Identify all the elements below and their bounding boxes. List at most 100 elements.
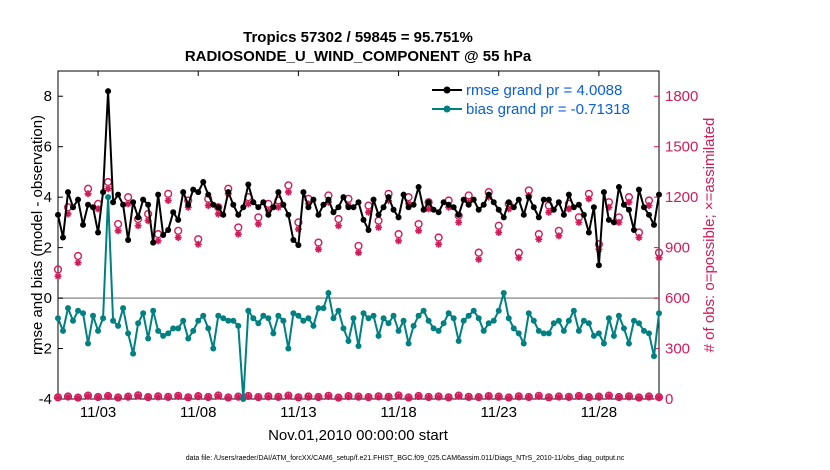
rmse-point: [115, 191, 122, 198]
bias-point: [656, 310, 662, 317]
rmse-point: [585, 229, 592, 236]
obs-assimilated-point: [545, 394, 553, 402]
obs-assimilated-point: [284, 392, 292, 400]
obs-assimilated-point: [294, 394, 302, 402]
x-tick-label: 11/03: [80, 404, 116, 421]
bias-point: [240, 396, 247, 402]
obs-assimilated-point: [365, 208, 373, 216]
rmse-point: [175, 216, 182, 223]
rmse-point: [140, 196, 147, 203]
bias-point: [430, 325, 437, 332]
bias-point: [225, 317, 232, 324]
bias-point: [170, 325, 177, 332]
rmse-point: [155, 191, 162, 198]
y-tick-label-right: 0: [665, 391, 673, 408]
rmse-point: [460, 196, 467, 203]
obs-assimilated-point: [244, 200, 252, 208]
bias-point: [525, 310, 532, 317]
obs-assimilated-point: [214, 392, 222, 400]
rmse-point: [60, 234, 67, 241]
bias-point: [550, 320, 557, 327]
bias-point: [415, 312, 422, 319]
rmse-point: [605, 216, 612, 223]
bias-point: [220, 315, 227, 322]
rmse-point: [450, 204, 457, 211]
rmse-point: [160, 232, 167, 238]
bias-point: [485, 320, 492, 327]
bias-point: [55, 315, 61, 322]
bias-point: [265, 315, 272, 322]
rmse-point: [480, 201, 487, 208]
bias-point: [605, 315, 612, 322]
obs-assimilated-point: [74, 394, 82, 402]
obs-assimilated-point: [395, 392, 403, 400]
obs-assimilated-point: [405, 394, 413, 402]
bias-point: [585, 320, 592, 327]
bias-point: [245, 307, 252, 314]
rmse-point: [65, 189, 72, 196]
rmse-point: [360, 216, 367, 223]
rmse-point: [410, 201, 417, 208]
bias-point: [135, 320, 142, 327]
obs-assimilated-point: [154, 393, 162, 401]
rmse-point: [95, 229, 102, 236]
footnote: data file: /Users/raeder/DAI/ATM_forcXX/…: [186, 455, 625, 462]
obs-assimilated-point: [595, 245, 603, 253]
rmse-point: [335, 204, 342, 211]
obs-assimilated-point: [264, 393, 272, 401]
bias-point: [340, 325, 347, 332]
bias-point: [75, 307, 82, 314]
obs-assimilated-point: [495, 393, 503, 401]
legend-bias-label: bias grand pr = -0.71318: [466, 101, 630, 118]
bias-point: [610, 332, 617, 339]
rmse-point: [415, 184, 422, 191]
bias-point: [645, 330, 652, 337]
bias-point: [385, 320, 392, 327]
rmse-point: [455, 211, 462, 218]
bias-point: [280, 317, 287, 324]
obs-assimilated-point: [455, 392, 463, 400]
rmse-point: [380, 204, 387, 211]
bias-point: [325, 290, 332, 297]
obs-assimilated-point: [535, 392, 543, 400]
rmse-point: [190, 186, 197, 193]
legend-box: [426, 78, 654, 120]
rmse-point: [125, 237, 132, 244]
rmse-point: [420, 206, 427, 213]
bias-point: [565, 317, 572, 324]
obs-assimilated-point: [54, 272, 62, 280]
rmse-point: [575, 201, 582, 208]
bias-point: [330, 315, 337, 322]
bias-point: [640, 327, 647, 334]
bias-point: [190, 327, 197, 334]
bias-point: [490, 317, 497, 324]
rmse-point: [625, 206, 632, 213]
bias-point: [320, 305, 327, 312]
rmse-point: [505, 199, 512, 206]
y-tick-label-right: 600: [665, 290, 690, 307]
bias-point: [390, 312, 397, 319]
rmse-point: [295, 242, 302, 249]
rmse-point: [105, 88, 112, 95]
obs-assimilated-point: [64, 393, 72, 401]
obs-assimilated-point: [565, 205, 573, 213]
obs-assimilated-point: [445, 394, 453, 402]
rmse-point: [80, 221, 87, 228]
rmse-point: [595, 262, 602, 269]
rmse-point: [340, 194, 347, 201]
rmse-point: [400, 191, 407, 198]
obs-assimilated-point: [435, 240, 443, 248]
obs-assimilated-point: [84, 392, 92, 400]
bias-point: [445, 310, 452, 317]
bias-point: [70, 317, 77, 324]
bias-point: [635, 320, 642, 327]
rmse-point: [385, 194, 392, 201]
rmse-point: [495, 206, 502, 213]
rmse-point: [375, 211, 382, 218]
rmse-point: [355, 199, 362, 206]
obs-assimilated-point: [615, 393, 623, 401]
obs-assimilated-point: [515, 254, 523, 262]
bias-point: [595, 330, 602, 337]
rmse-point: [240, 204, 247, 211]
rmse-point: [265, 211, 272, 218]
